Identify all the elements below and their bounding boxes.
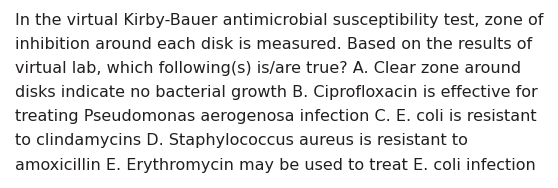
Text: disks indicate no bacterial growth B. Ciprofloxacin is effective for: disks indicate no bacterial growth B. Ci… [15,85,538,100]
Text: In the virtual Kirby-Bauer antimicrobial susceptibility test, zone of: In the virtual Kirby-Bauer antimicrobial… [15,13,543,28]
Text: amoxicillin E. Erythromycin may be used to treat E. coli infection: amoxicillin E. Erythromycin may be used … [15,158,536,173]
Text: to clindamycins D. Staphylococcus aureus is resistant to: to clindamycins D. Staphylococcus aureus… [15,133,468,149]
Text: virtual lab, which following(s) is/are true? A. Clear zone around: virtual lab, which following(s) is/are t… [15,61,521,76]
Text: inhibition around each disk is measured. Based on the results of: inhibition around each disk is measured.… [15,37,532,52]
Text: treating Pseudomonas aerogenosa infection C. E. coli is resistant: treating Pseudomonas aerogenosa infectio… [15,109,537,124]
